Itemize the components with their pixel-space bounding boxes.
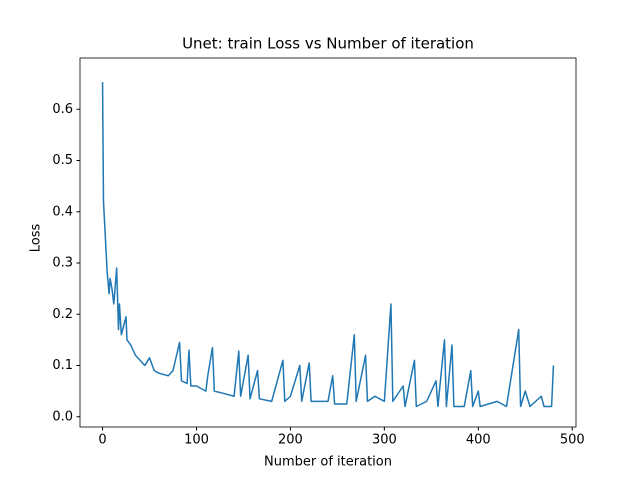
x-tick-label: 400 bbox=[466, 433, 491, 448]
y-tick-label: 0.1 bbox=[52, 358, 73, 373]
x-tick-label: 0 bbox=[98, 433, 106, 448]
y-tick-label: 0.4 bbox=[52, 204, 73, 219]
y-axis-label: Loss bbox=[29, 224, 44, 253]
y-tick-label: 0.6 bbox=[52, 102, 73, 117]
x-tick-label: 500 bbox=[560, 433, 585, 448]
x-tick-label: 200 bbox=[278, 433, 303, 448]
y-tick-label: 0.3 bbox=[52, 256, 73, 271]
chart-title: Unet: train Loss vs Number of iteration bbox=[182, 35, 474, 53]
plot-frame bbox=[79, 57, 577, 428]
x-tick-label: 300 bbox=[372, 433, 397, 448]
y-tick-label: 0.2 bbox=[52, 307, 73, 322]
x-tick-label: 100 bbox=[184, 433, 209, 448]
loss-line bbox=[101, 82, 555, 408]
x-axis-label: Number of iteration bbox=[264, 455, 392, 470]
y-tick-label: 0.0 bbox=[52, 409, 73, 424]
y-tick-label: 0.5 bbox=[52, 153, 73, 168]
